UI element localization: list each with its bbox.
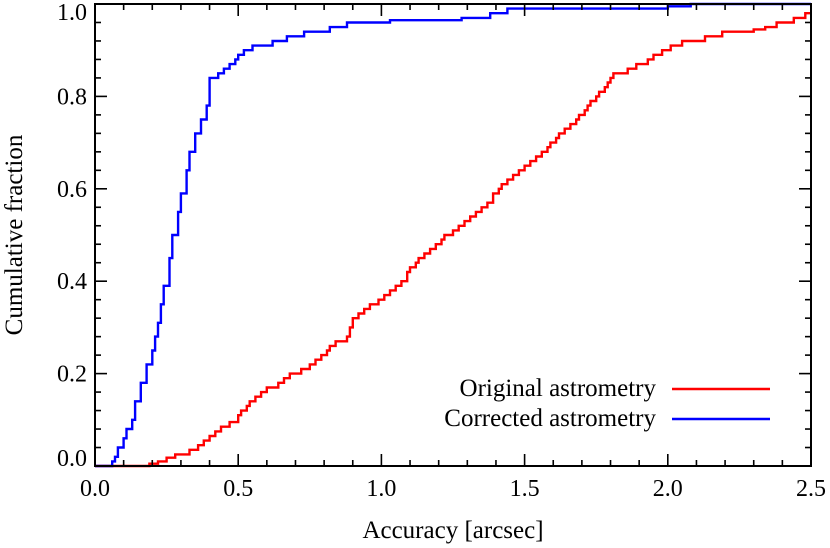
legend-label-corrected: Corrected astrometry xyxy=(444,405,656,432)
y-axis-label: Cumulative fraction xyxy=(1,134,28,335)
x-tick-label: 1.5 xyxy=(510,476,540,502)
x-axis-label: Accuracy [arcsec] xyxy=(362,517,543,544)
y-tick-label: 1.0 xyxy=(57,0,87,26)
x-tick-label: 2.5 xyxy=(796,476,826,502)
x-tick-label: 0.0 xyxy=(80,476,110,502)
tick-layer: 0.0 0.5 1.0 1.5 2.0 2.5 0.0 0.2 0.4 0.6 0.8 1.0 xyxy=(57,0,826,502)
x-tick-label: 1.0 xyxy=(366,476,396,502)
y-tick-label: 0.2 xyxy=(57,362,87,388)
y-tick-label: 0.6 xyxy=(57,177,87,203)
series-line-corrected xyxy=(95,2,811,468)
x-tick-label: 0.5 xyxy=(223,476,253,502)
series-line-original xyxy=(95,12,811,468)
legend-label-original: Original astrometry xyxy=(460,375,657,402)
legend: Original astrometry Corrected astrometry xyxy=(444,375,770,432)
y-tick-label: 0.8 xyxy=(57,84,87,110)
x-tick-label: 2.0 xyxy=(653,476,683,502)
series-layer xyxy=(95,2,811,468)
plot-frame xyxy=(94,3,812,467)
y-tick-label: 0.4 xyxy=(57,269,87,295)
y-tick-label: 0.0 xyxy=(57,446,87,472)
